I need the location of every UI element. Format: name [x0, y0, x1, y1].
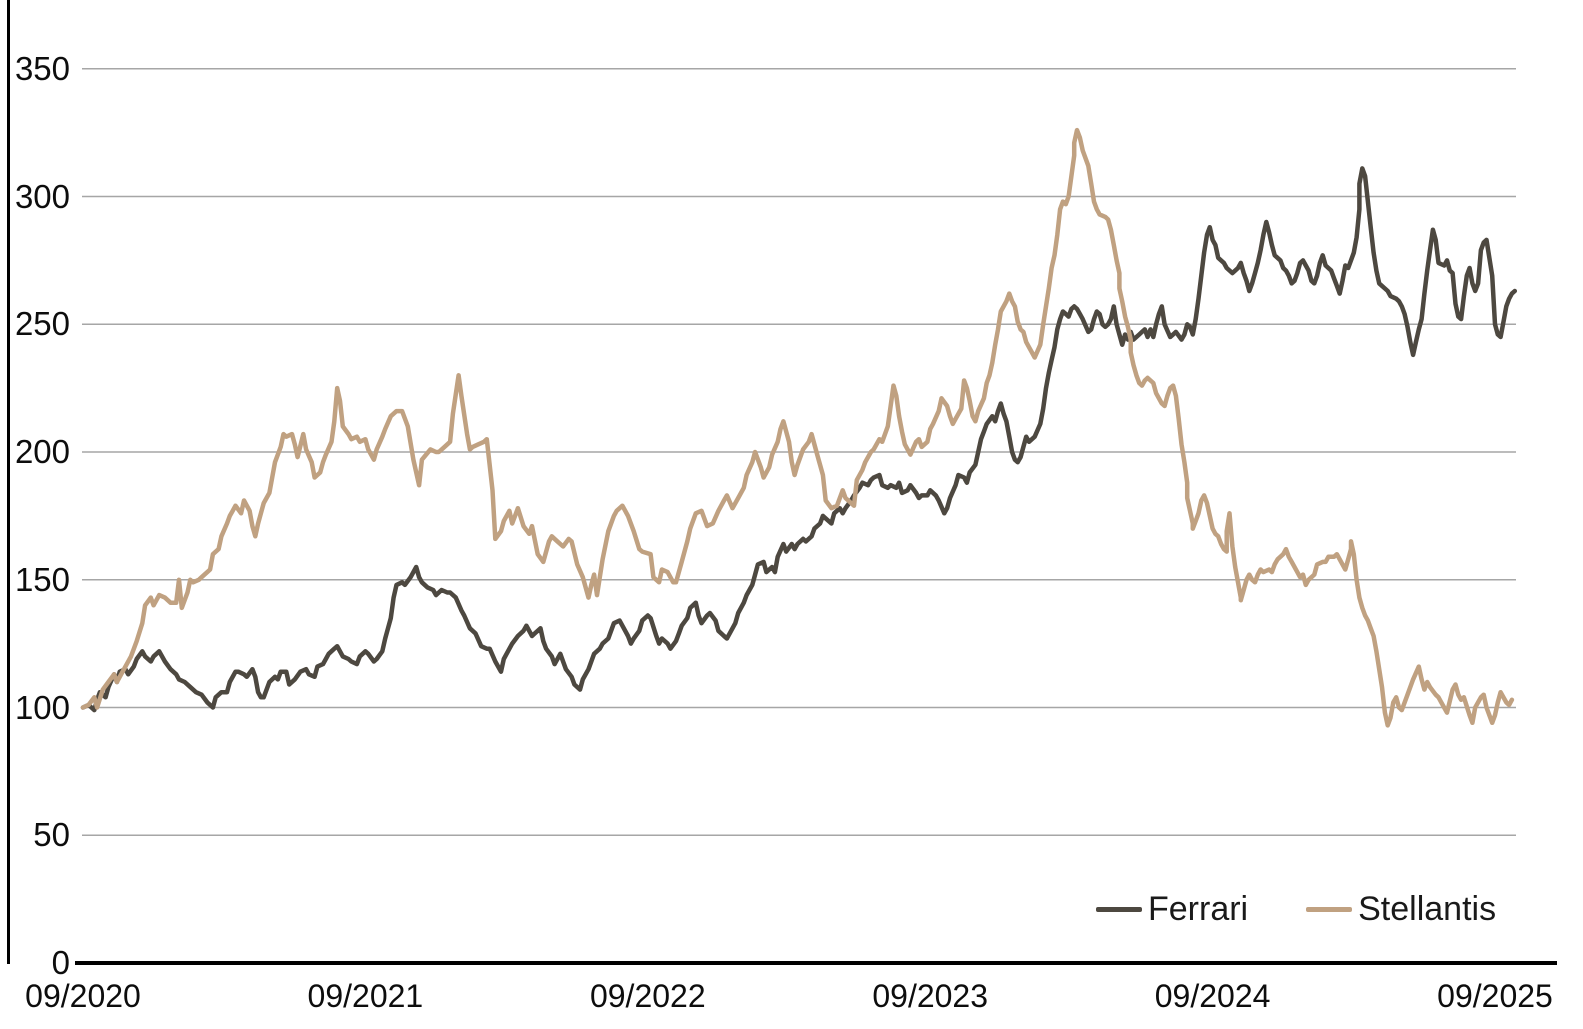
stellantis-legend-label: Stellantis — [1358, 890, 1497, 928]
ferrari-line-swatch-icon — [1096, 906, 1142, 912]
y-tick-label-150: 150 — [14, 560, 70, 598]
y-tick-label-200: 200 — [14, 433, 70, 470]
x-tick-label-09-2025: 09/2025 — [1437, 978, 1553, 1014]
ferrari-series-line — [80, 166, 1518, 713]
x-tick-label-09-2024: 09/2024 — [1154, 978, 1271, 1014]
x-tick-label-09-2021: 09/2021 — [307, 978, 424, 1014]
y-tick-label-100: 100 — [14, 688, 70, 726]
y-tick-label-250: 250 — [14, 305, 70, 343]
stellantis-line-swatch-icon — [1306, 906, 1353, 912]
ferrari-legend-label: Ferrari — [1148, 890, 1249, 928]
series-lines — [80, 127, 1518, 728]
gridlines — [82, 68, 1516, 837]
legend-item-ferrari: Ferrari — [1096, 892, 1248, 926]
chart-legend: Ferrari Stellantis — [1096, 892, 1496, 926]
x-tick-label-09-2020: 09/2020 — [25, 978, 141, 1014]
x-tick-label-09-2022: 09/2022 — [589, 978, 706, 1014]
x-tick-label-09-2023: 09/2023 — [872, 978, 989, 1014]
legend-item-stellantis: Stellantis — [1306, 892, 1496, 926]
stellantis-series-line — [80, 127, 1515, 728]
y-tick-label-300: 300 — [14, 177, 70, 215]
y-tick-label-50: 50 — [33, 816, 70, 854]
y-tick-label-350: 350 — [14, 49, 70, 87]
y-tick-label-0: 0 — [51, 944, 70, 981]
